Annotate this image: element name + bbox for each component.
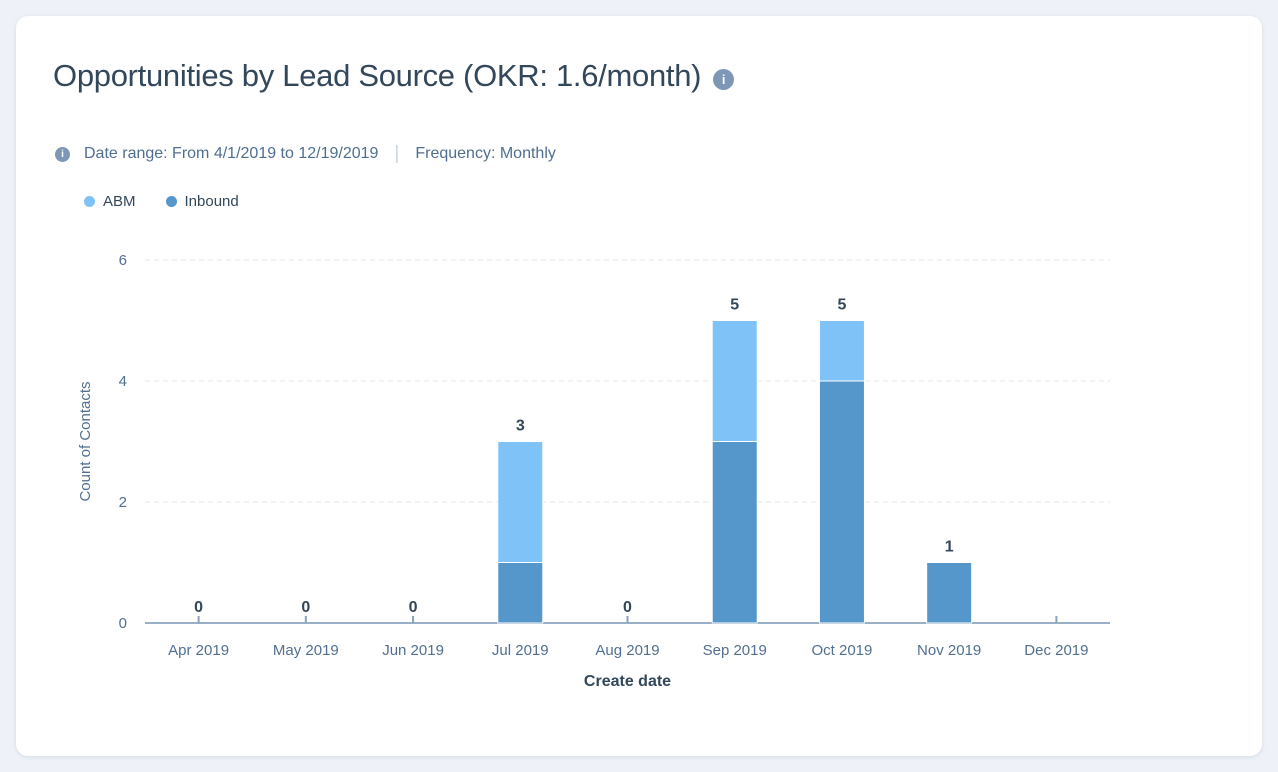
bar-segment-inbound[interactable] [497,562,544,624]
report-subtitle: i Date range: From 4/1/2019 to 12/19/201… [55,143,556,165]
x-axis-label: Apr 2019 [168,642,229,659]
legend-swatch-abm [84,196,95,207]
subtitle-divider: | [394,143,400,164]
date-range-text: Date range: From 4/1/2019 to 12/19/2019 [84,145,379,162]
legend-swatch-inbound [165,196,177,207]
y-axis-title: Count of Contacts [77,381,94,501]
legend-label-abm: ABM [103,193,136,210]
x-axis-label: Sep 2019 [703,642,767,659]
zero-value-tick [412,616,415,623]
bar-segment-abm[interactable] [497,441,544,563]
x-axis-title: Create date [584,673,671,690]
bar-segment-inbound[interactable] [926,562,973,624]
zero-value-tick [1055,616,1058,623]
zero-value-tick [626,616,629,623]
report-header: Opportunities by Lead Source (OKR: 1.6/m… [53,58,735,94]
bar-total-label: 5 [837,297,846,314]
info-icon[interactable]: i [713,69,735,90]
x-axis-label: Jun 2019 [382,642,444,659]
bar-total-label: 0 [623,599,632,616]
bar-total-label: 0 [409,599,418,616]
chart-legend: ABM Inbound [84,193,239,210]
bar-segment-inbound[interactable] [818,380,865,624]
x-axis-label: Dec 2019 [1024,642,1088,659]
report-card: Opportunities by Lead Source (OKR: 1.6/m… [16,16,1262,756]
x-axis-label: May 2019 [273,642,339,659]
info-icon[interactable]: i [55,146,70,162]
bar-total-label: 0 [301,599,310,616]
bar-total-label: 1 [945,539,954,556]
zero-value-tick [197,616,200,623]
y-axis-tick-label: 0 [119,615,127,632]
bar-segment-inbound[interactable] [711,441,758,624]
info-icon-glyph: i [61,148,64,160]
bar-total-label: 0 [194,599,203,616]
bar-segment-abm[interactable] [818,320,865,382]
bar-total-label: 5 [730,297,739,314]
y-axis-tick-label: 2 [119,494,127,511]
y-axis-tick-label: 4 [119,373,127,390]
legend-label-inbound: Inbound [184,193,239,210]
x-axis-label: Nov 2019 [917,642,981,659]
bar-segment-abm[interactable] [711,320,758,442]
y-axis-tick-label: 6 [119,252,127,269]
zero-value-tick [304,616,307,623]
legend-item-abm[interactable]: ABM [84,193,136,210]
x-axis-label: Aug 2019 [595,642,659,659]
legend-item-inbound[interactable]: Inbound [165,193,239,210]
x-axis-label: Oct 2019 [812,642,873,659]
frequency-text: Frequency: Monthly [415,145,556,162]
report-title: Opportunities by Lead Source (OKR: 1.6/m… [53,58,702,93]
x-axis-label: Jul 2019 [492,642,549,659]
bar-total-label: 3 [516,418,525,435]
info-icon-glyph: i [721,72,726,87]
